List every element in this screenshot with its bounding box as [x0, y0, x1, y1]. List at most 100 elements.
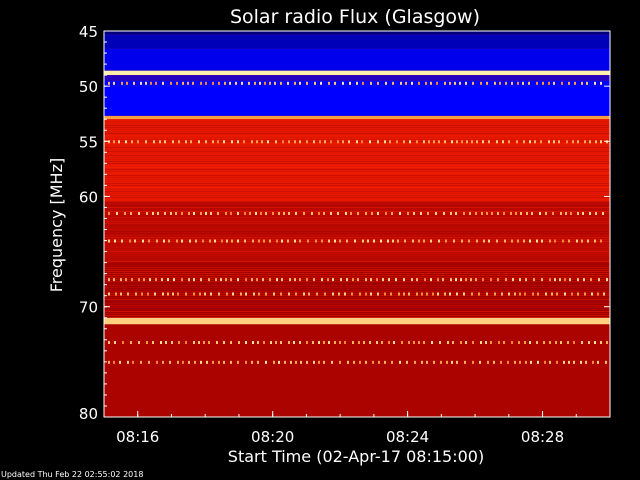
interference-spot	[299, 239, 301, 243]
interference-spot	[420, 211, 422, 215]
interference-spot	[264, 81, 266, 85]
texture-row	[104, 249, 610, 250]
interference-spot	[470, 278, 472, 282]
frequency-band	[104, 31, 610, 35]
interference-spot	[306, 140, 308, 144]
interference-spot	[146, 211, 148, 215]
interference-spot	[306, 81, 308, 85]
interference-spot	[369, 140, 371, 144]
interference-spot	[272, 211, 274, 215]
interference-spot	[108, 341, 110, 345]
interference-spot	[237, 239, 239, 243]
interference-spot	[512, 278, 514, 282]
interference-spot	[275, 341, 277, 345]
interference-spot	[490, 341, 492, 345]
interference-spot	[332, 292, 334, 296]
interference-spot	[405, 81, 407, 85]
interference-spot	[274, 81, 276, 85]
interference-spot	[177, 292, 179, 296]
texture-row	[104, 157, 610, 158]
interference-spot	[568, 360, 570, 364]
texture-row	[104, 297, 610, 298]
interference-spot	[597, 360, 599, 364]
texture-row	[104, 241, 610, 242]
interference-spot	[465, 278, 467, 282]
interference-spot	[182, 81, 184, 85]
interference-spot	[231, 140, 233, 144]
interference-spot	[152, 341, 154, 345]
interference-spot	[338, 292, 340, 296]
interference-spot	[108, 239, 110, 243]
texture-row	[104, 295, 610, 296]
interference-spot	[480, 81, 482, 85]
interference-spot	[580, 360, 582, 364]
texture-row	[104, 313, 610, 314]
interference-spot	[421, 360, 423, 364]
interference-spot	[319, 140, 321, 144]
interference-spot	[445, 239, 447, 243]
interference-spot	[202, 239, 204, 243]
interference-spot	[178, 341, 180, 345]
interference-spot	[416, 278, 418, 282]
interference-spot	[487, 360, 489, 364]
interference-spot	[363, 341, 365, 345]
interference-spot	[323, 211, 325, 215]
interference-spot	[188, 360, 190, 364]
interference-spot	[486, 211, 488, 215]
interference-spot	[416, 140, 418, 144]
texture-row	[104, 175, 610, 176]
interference-spot	[384, 360, 386, 364]
interference-spot	[435, 211, 437, 215]
interference-spot	[308, 292, 310, 296]
interference-spot	[449, 81, 451, 85]
interference-spot	[483, 239, 485, 243]
interference-spot	[493, 360, 495, 364]
interference-spot	[114, 341, 116, 345]
texture-row	[104, 255, 610, 256]
interference-spot	[541, 278, 543, 282]
interference-spot	[205, 211, 207, 215]
interference-spot	[572, 140, 574, 144]
interference-spot	[595, 211, 597, 215]
interference-spot	[251, 140, 253, 144]
interference-spot	[486, 81, 488, 85]
interference-spot	[459, 81, 461, 85]
interference-spot	[225, 211, 227, 215]
interference-spot	[284, 360, 286, 364]
interference-spot	[295, 211, 297, 215]
interference-spot	[418, 239, 420, 243]
interference-spot	[327, 278, 329, 282]
interference-spot	[288, 140, 290, 144]
interference-spot	[380, 239, 382, 243]
texture-row	[104, 153, 610, 154]
interference-spot	[148, 239, 150, 243]
interference-spot	[267, 140, 269, 144]
texture-row	[104, 229, 610, 230]
texture-row	[104, 149, 610, 150]
interference-spot	[589, 211, 591, 215]
chart-title: Solar radio Flux (Glasgow)	[230, 6, 480, 28]
interference-spot	[511, 239, 513, 243]
interference-spot	[320, 81, 322, 85]
interference-spot	[328, 239, 330, 243]
interference-spot	[257, 360, 259, 364]
texture-row	[104, 257, 610, 258]
interference-spot	[558, 140, 560, 144]
interference-spot	[396, 140, 398, 144]
interference-spot	[148, 360, 150, 364]
interference-spot	[328, 341, 330, 345]
texture-row	[104, 201, 610, 202]
interference-spot	[373, 239, 375, 243]
texture-row	[104, 185, 610, 186]
texture-row	[104, 173, 610, 174]
interference-spot	[200, 211, 202, 215]
interference-spot	[339, 360, 341, 364]
interference-spot	[468, 239, 470, 243]
x-tick-label: 08:20	[251, 428, 294, 446]
interference-spot	[413, 341, 415, 345]
interference-spot	[182, 360, 184, 364]
texture-row	[104, 131, 610, 132]
texture-row	[104, 143, 610, 144]
interference-spot	[536, 341, 538, 345]
interference-spot	[549, 239, 551, 243]
